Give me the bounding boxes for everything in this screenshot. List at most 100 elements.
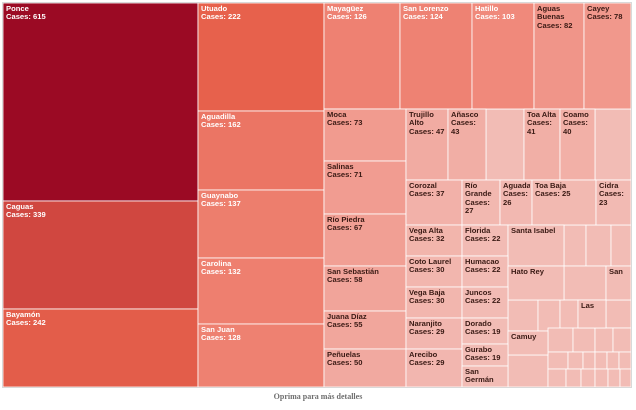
treemap-cell-small-25[interactable]: [594, 368, 609, 387]
treemap-cell-salinas[interactable]: [323, 160, 407, 215]
treemap-cell-small-11[interactable]: [547, 327, 574, 353]
treemap-cell-aguas-buenas[interactable]: [533, 3, 585, 110]
treemap-cell-small-7[interactable]: [507, 299, 539, 332]
treemap-label-name: Utuado: [201, 5, 228, 13]
treemap-label-value: Cases: 222: [201, 12, 241, 22]
treemap-label-name: San Lorenzo: [403, 5, 449, 13]
treemap-cell-cayey[interactable]: [583, 3, 631, 110]
treemap-cell-las[interactable]: [577, 299, 607, 329]
treemap-label-san: San: [609, 268, 623, 276]
treemap-cell-small-24[interactable]: [580, 368, 596, 387]
treemap-cell-cidra[interactable]: [595, 179, 631, 226]
treemap-cell-aguada[interactable]: [499, 179, 533, 226]
treemap-cell-florida[interactable]: [461, 224, 509, 257]
treemap-cell-penuelas[interactable]: [323, 348, 407, 387]
treemap-cell-small-21[interactable]: [618, 351, 631, 370]
treemap-cell-small-8[interactable]: [537, 299, 561, 332]
treemap-cell-hatillo[interactable]: [471, 3, 535, 110]
treemap-cell-small-27[interactable]: [619, 368, 631, 387]
treemap-cell-dorado[interactable]: [461, 317, 509, 345]
treemap-label-name: Mayagüez: [327, 5, 364, 13]
treemap-cell-vega-alta[interactable]: [405, 224, 463, 257]
treemap-cell-guaynabo[interactable]: [197, 189, 325, 259]
treemap-cell-arecibo[interactable]: [405, 348, 463, 387]
treemap-label-value: Cases: 132: [201, 267, 241, 277]
treemap-label-hato-rey: Hato Rey: [511, 268, 544, 276]
treemap-label-value: Cases: 47: [409, 126, 445, 136]
treemap-label-name: Dorado: [465, 320, 492, 328]
treemap-cell-small-16[interactable]: [547, 351, 569, 370]
treemap-cell-trujillo-alto[interactable]: [405, 108, 449, 181]
treemap-cell-san-german[interactable]: [461, 365, 509, 387]
treemap-label-value: Cases: 103: [475, 12, 515, 22]
treemap-cell-small-23[interactable]: [565, 368, 582, 387]
treemap-cell-naranjito[interactable]: [405, 317, 463, 350]
treemap-cell-san-lorenzo[interactable]: [399, 3, 473, 110]
treemap-label-value: Cases: 73: [327, 118, 363, 128]
treemap-cell-juana-diaz[interactable]: [323, 310, 407, 350]
treemap-label-name: Peñuelas: [327, 351, 361, 359]
treemap-cell-small-5[interactable]: [610, 224, 631, 267]
treemap-cell-small-3[interactable]: [563, 224, 587, 267]
treemap-cell-small-13[interactable]: [594, 327, 614, 353]
treemap-cell-small-17[interactable]: [567, 351, 584, 370]
treemap-cell-utuado[interactable]: [197, 3, 325, 112]
treemap-label-value: Cases: 22: [465, 265, 501, 275]
treemap-cell-small-4[interactable]: [585, 224, 612, 267]
treemap-cell-toa-baja[interactable]: [531, 179, 597, 226]
treemap-cell-anasco[interactable]: [447, 108, 487, 181]
treemap-cell-coto-laurel[interactable]: [405, 255, 463, 288]
treemap-label-name: Toa Alta: [527, 111, 557, 119]
treemap-cell-small-1[interactable]: [485, 108, 525, 181]
treemap-cell-camuy[interactable]: [507, 330, 549, 356]
treemap-cell-small-6[interactable]: [563, 265, 607, 301]
treemap-cell-small-19[interactable]: [594, 351, 608, 370]
treemap-cell-small-2[interactable]: [594, 108, 631, 181]
treemap-cell-san[interactable]: [605, 265, 631, 301]
treemap-cell-san-juan[interactable]: [197, 323, 325, 387]
treemap-label-value: Cases: 30: [409, 296, 445, 306]
treemap-label-name: Salinas: [327, 163, 354, 171]
treemap-cell-mayaguez[interactable]: [323, 3, 401, 110]
treemap-cell-moca[interactable]: [323, 108, 407, 162]
treemap-cell-juncos[interactable]: [461, 286, 509, 319]
treemap-cell-vega-baja[interactable]: [405, 286, 463, 319]
treemap-cell-caguas[interactable]: [3, 200, 199, 310]
treemap-cell-bayamon[interactable]: [3, 308, 199, 387]
treemap-cell-carolina[interactable]: [197, 257, 325, 325]
treemap-label-name: Bayamón: [6, 311, 41, 319]
treemap-label-name: Florida: [465, 227, 491, 235]
treemap-cell-small-20[interactable]: [606, 351, 620, 370]
treemap-label-name: Caguas: [6, 203, 34, 211]
treemap-cell-small-18[interactable]: [582, 351, 596, 370]
treemap-cell-hato-rey[interactable]: [507, 265, 565, 301]
treemap-cell-aguadilla[interactable]: [197, 110, 325, 191]
treemap-cell-corozal[interactable]: [405, 179, 463, 226]
treemap-cell-san-sebastian[interactable]: [323, 265, 407, 312]
treemap-cell-small-9[interactable]: [559, 299, 579, 332]
treemap-cell-small-14[interactable]: [612, 327, 631, 353]
treemap-label-name: Hato Rey: [511, 268, 544, 276]
treemap-label-value: Cases: 339: [6, 210, 46, 220]
treemap-cell-toa-alta[interactable]: [523, 108, 561, 181]
treemap-cell-small-12[interactable]: [572, 327, 596, 353]
treemap-cell-small-26[interactable]: [607, 368, 621, 387]
caption: Oprima para más detalles: [273, 392, 363, 401]
treemap-label-value: Cases: 19: [465, 327, 501, 337]
treemap-label-value: Cases: 128: [201, 333, 241, 343]
treemap-cell-small-22[interactable]: [547, 368, 567, 387]
treemap-cell-small-15[interactable]: [507, 354, 549, 387]
treemap-cell-small-10[interactable]: [605, 299, 631, 329]
treemap-label-value: Cases: 82: [537, 20, 573, 30]
treemap-label-value: Cases: 50: [327, 358, 363, 368]
treemap-cell-ponce[interactable]: [3, 3, 199, 202]
